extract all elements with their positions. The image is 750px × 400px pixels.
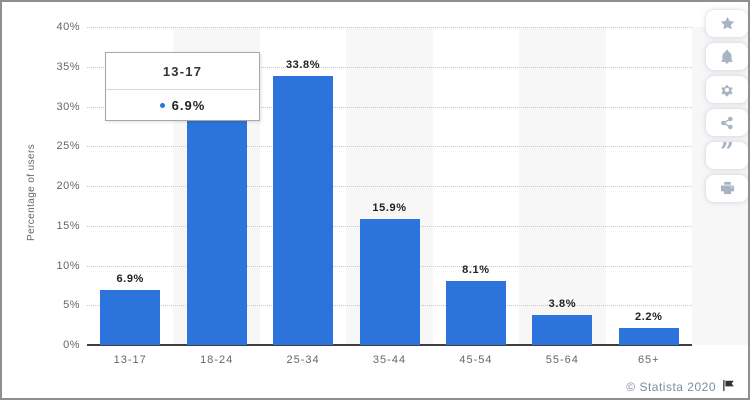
bar-value-label: 6.9%: [116, 273, 144, 286]
y-axis-tick-label: 20%: [56, 180, 80, 192]
bar-value-label: 3.8%: [548, 297, 577, 310]
star-icon: [720, 16, 735, 31]
flag-icon[interactable]: [722, 379, 735, 395]
y-axis-tick-label: 5%: [63, 299, 80, 312]
y-axis-title: Percentage of users: [26, 143, 37, 241]
gridline: [87, 66, 692, 68]
x-axis-category-label: 25-34: [286, 354, 320, 366]
bar-value-label: 8.1%: [462, 263, 490, 276]
x-axis-category-label: 35-44: [372, 354, 407, 366]
gridline: [87, 186, 692, 187]
print-button[interactable]: [706, 175, 748, 202]
x-axis-category-label: 18-24: [200, 354, 234, 366]
y-axis-tick-label: 10%: [56, 259, 80, 272]
series-marker-icon: [159, 103, 165, 108]
tooltip-category: 13-17: [162, 63, 203, 79]
bar-value-label: 2.2%: [635, 310, 663, 323]
bar-value-label: 15.9%: [372, 201, 407, 214]
tooltip-value: 6.9%: [171, 98, 206, 113]
bar[interactable]: [359, 218, 420, 345]
tooltip-divider: [106, 89, 259, 90]
gear-icon: [720, 83, 734, 97]
bar[interactable]: [618, 327, 679, 345]
copyright-text[interactable]: © Statista 2020: [626, 380, 716, 394]
gridline: [87, 106, 692, 108]
quote-button[interactable]: ”: [706, 136, 748, 169]
bar[interactable]: [532, 314, 593, 345]
share-button[interactable]: [706, 109, 748, 136]
x-axis-category-label: 55-64: [545, 354, 579, 366]
bar[interactable]: [273, 76, 334, 345]
gridline: [87, 146, 692, 148]
y-axis-tick-label: 40%: [56, 21, 80, 33]
star-button[interactable]: [706, 10, 748, 37]
gear-button[interactable]: [706, 76, 748, 103]
bell-icon: [720, 49, 734, 64]
bell-button[interactable]: [706, 43, 748, 70]
y-axis-tick-label: 30%: [56, 100, 80, 113]
bar-value-label: 33.8%: [285, 59, 321, 72]
x-axis-category-label: 13-17: [113, 354, 147, 366]
x-axis-category-label: 65+: [637, 354, 660, 366]
x-axis-line: [87, 344, 692, 346]
gridline: [87, 27, 692, 28]
x-axis-category-label: 45-54: [459, 354, 493, 366]
bar[interactable]: [445, 280, 506, 345]
print-icon: [720, 181, 735, 196]
y-axis-tick-label: 25%: [56, 140, 80, 153]
y-axis-tick-label: 15%: [56, 219, 80, 232]
bar[interactable]: [186, 112, 247, 345]
bar[interactable]: [100, 290, 161, 345]
y-axis-tick-label: 35%: [56, 60, 80, 73]
y-axis-tick-label: 0%: [63, 339, 80, 351]
chart-tooltip: 13-17 6.9%: [105, 52, 260, 121]
copyright: © Statista 2020: [626, 379, 735, 395]
share-icon: [720, 116, 734, 130]
quote-icon: ”: [720, 136, 734, 166]
